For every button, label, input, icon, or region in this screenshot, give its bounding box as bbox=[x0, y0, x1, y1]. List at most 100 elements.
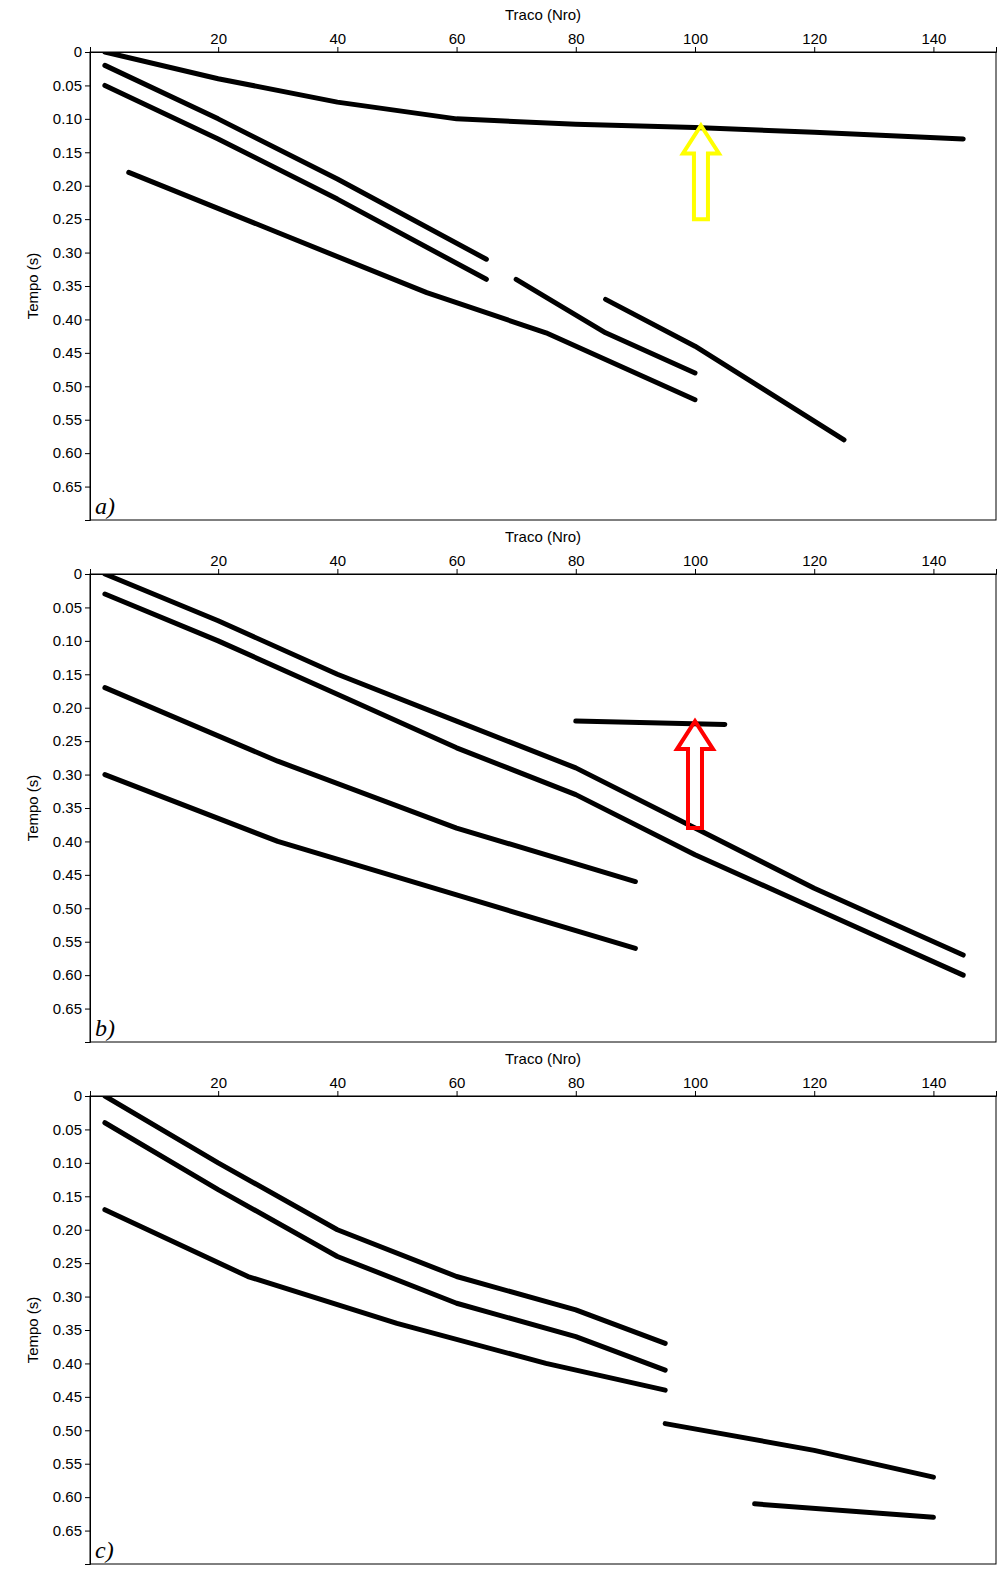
panel-label-group: a) bbox=[92, 492, 118, 519]
tick-mark bbox=[85, 186, 90, 187]
tick-mark bbox=[85, 1330, 90, 1331]
tick-label: 0.65 bbox=[53, 1522, 82, 1539]
tick-label: 0.15 bbox=[53, 666, 82, 683]
tick-mark bbox=[85, 1363, 90, 1364]
tick-mark bbox=[85, 52, 90, 53]
tick-mark bbox=[695, 47, 696, 52]
tick-mark bbox=[933, 1091, 934, 1096]
tick: 100 bbox=[683, 1074, 708, 1096]
tick-mark bbox=[85, 1397, 90, 1398]
tick-label: 0.40 bbox=[53, 311, 82, 328]
tick: 80 bbox=[568, 552, 585, 574]
tick-mark bbox=[85, 353, 90, 354]
tick-mark bbox=[85, 841, 90, 842]
axis-line bbox=[85, 53, 91, 521]
tick-mark bbox=[85, 1096, 90, 1097]
tick-mark bbox=[576, 47, 577, 52]
tick-label: 0.20 bbox=[53, 699, 82, 716]
tick-label: 0 bbox=[74, 43, 82, 60]
tick-label: 0.05 bbox=[53, 599, 82, 616]
tick-mark bbox=[85, 420, 90, 421]
tick-mark bbox=[85, 219, 90, 220]
tick-label: 0.05 bbox=[53, 77, 82, 94]
tick-mark bbox=[337, 47, 338, 52]
tick: 100 bbox=[683, 30, 708, 52]
event-line bbox=[105, 1210, 665, 1391]
tick-mark bbox=[85, 574, 90, 575]
tick-mark bbox=[85, 1497, 90, 1498]
tick: 20 bbox=[210, 30, 227, 52]
event-line bbox=[755, 1504, 934, 1517]
tick: 0.15 bbox=[53, 666, 90, 683]
tick: 0.30 bbox=[53, 244, 90, 261]
tick: 0.65 bbox=[53, 1522, 90, 1539]
tick: 0.45 bbox=[53, 344, 90, 361]
tick-mark bbox=[85, 975, 90, 976]
tick-mark bbox=[85, 1263, 90, 1264]
tick-label: 60 bbox=[449, 552, 466, 569]
tick: 40 bbox=[330, 552, 347, 574]
tick: 0.30 bbox=[53, 766, 90, 783]
tick-mark bbox=[85, 741, 90, 742]
tick: 0.15 bbox=[53, 144, 90, 161]
y-axis: 00.050.100.150.200.250.300.350.400.450.5… bbox=[53, 565, 91, 1042]
tick-label: 0.15 bbox=[53, 144, 82, 161]
tick-label: 0.65 bbox=[53, 1000, 82, 1017]
tick-label: 140 bbox=[921, 30, 946, 47]
tick-mark bbox=[85, 487, 90, 488]
tick-label: 20 bbox=[210, 552, 227, 569]
tick: 0.40 bbox=[53, 833, 90, 850]
tick: 0.60 bbox=[53, 1488, 90, 1505]
tick-label: 80 bbox=[568, 30, 585, 47]
tick-label: 80 bbox=[568, 1074, 585, 1091]
tick: 0.55 bbox=[53, 1455, 90, 1472]
tick: 0.45 bbox=[53, 1388, 90, 1405]
tick: 0 bbox=[74, 1087, 90, 1104]
x-axis-title: Traco (Nro) bbox=[505, 6, 581, 23]
tick: 120 bbox=[802, 1074, 827, 1096]
axis-line bbox=[91, 47, 997, 53]
tick: 0.55 bbox=[53, 933, 90, 950]
tick-label: 0.45 bbox=[53, 1388, 82, 1405]
panel: 2040608010012014000.050.100.150.200.250.… bbox=[24, 6, 997, 521]
axis-line bbox=[91, 1091, 997, 1097]
event-line bbox=[516, 279, 695, 373]
x-axis-title: Traco (Nro) bbox=[505, 528, 581, 545]
tick-label: 60 bbox=[449, 1074, 466, 1091]
tick-mark bbox=[85, 942, 90, 943]
tick-label: 0.15 bbox=[53, 1188, 82, 1205]
tick-label: 0.45 bbox=[53, 866, 82, 883]
tick-mark bbox=[85, 808, 90, 809]
tick: 0.25 bbox=[53, 732, 90, 749]
y-axis-title: Tempo (s) bbox=[24, 775, 41, 842]
tick-label: 0.35 bbox=[53, 277, 82, 294]
tick-mark bbox=[85, 1196, 90, 1197]
x-axis-title: Traco (Nro) bbox=[505, 1050, 581, 1067]
tick-mark bbox=[576, 569, 577, 574]
tick-label: 120 bbox=[802, 1074, 827, 1091]
plot-frame bbox=[90, 52, 996, 520]
tick: 140 bbox=[921, 30, 946, 52]
tick: 0.65 bbox=[53, 1000, 90, 1017]
tick: 0.45 bbox=[53, 866, 90, 883]
tick: 0.25 bbox=[53, 1254, 90, 1271]
tick-label: 0.05 bbox=[53, 1121, 82, 1138]
tick-label: 0.65 bbox=[53, 478, 82, 495]
tick-label: 0.40 bbox=[53, 1355, 82, 1372]
tick: 0.15 bbox=[53, 1188, 90, 1205]
tick: 0 bbox=[74, 43, 90, 60]
tick-label: 0.35 bbox=[53, 1321, 82, 1338]
tick-label: 0.55 bbox=[53, 411, 82, 428]
panel-label: a) bbox=[95, 493, 115, 519]
tick-label: 0.25 bbox=[53, 1254, 82, 1271]
tick: 40 bbox=[330, 1074, 347, 1096]
event-line bbox=[105, 85, 486, 279]
tick-label: 0.25 bbox=[53, 732, 82, 749]
tick: 0.10 bbox=[53, 110, 90, 127]
tick-mark bbox=[457, 1091, 458, 1096]
tick-mark bbox=[218, 47, 219, 52]
tick-label: 0.50 bbox=[53, 1422, 82, 1439]
tick-label: 0.55 bbox=[53, 1455, 82, 1472]
tick-mark bbox=[85, 1464, 90, 1465]
axis-line bbox=[85, 1097, 91, 1565]
